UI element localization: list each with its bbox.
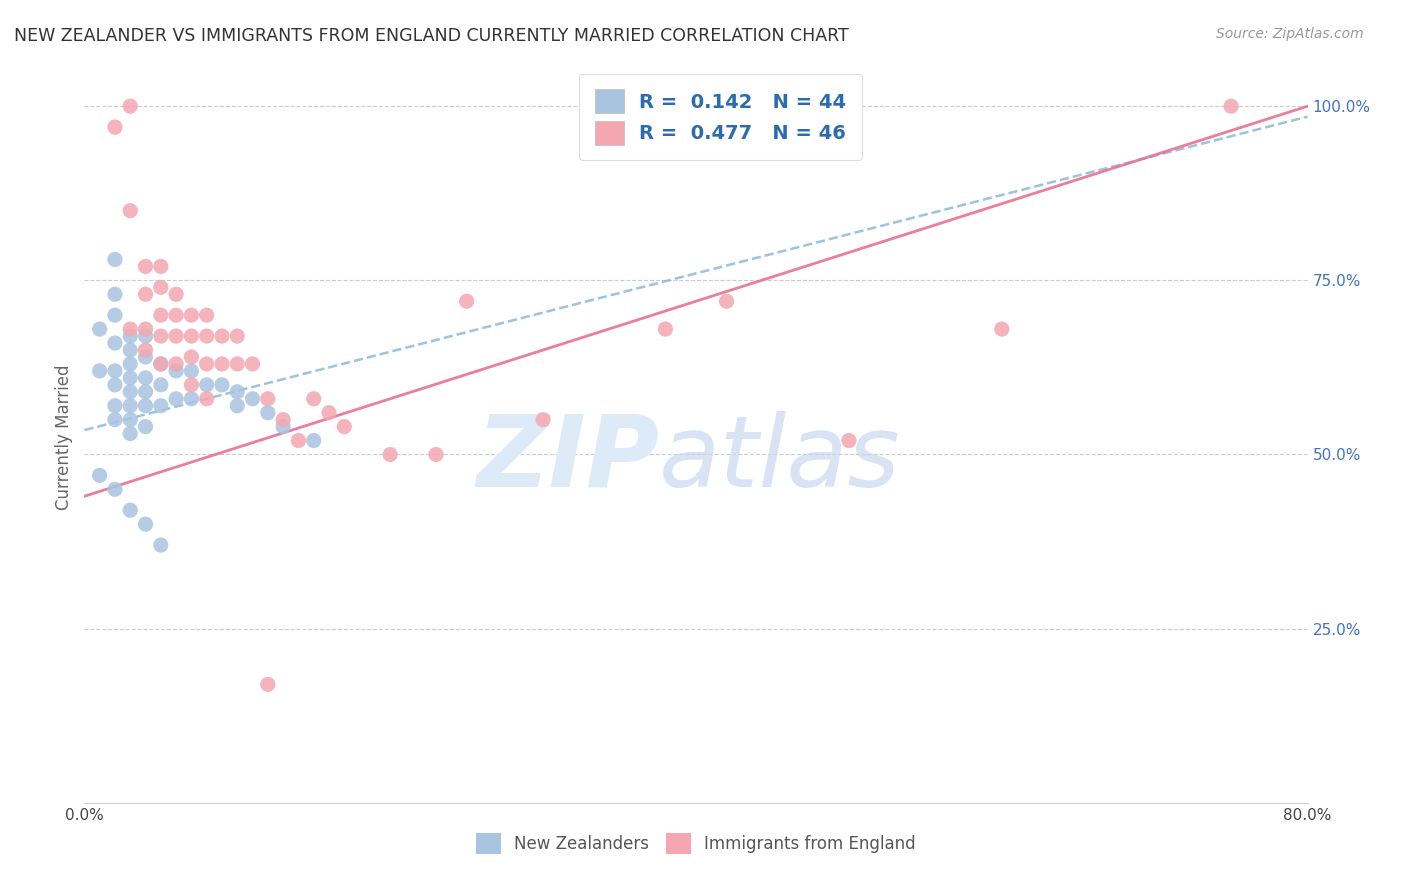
- Point: [716, 294, 738, 309]
- Point: [195, 329, 218, 343]
- Point: [149, 308, 172, 322]
- Y-axis label: Currently Married: Currently Married: [55, 364, 73, 510]
- Point: [135, 399, 157, 413]
- Point: [135, 343, 157, 357]
- Point: [135, 371, 157, 385]
- Text: Source: ZipAtlas.com: Source: ZipAtlas.com: [1216, 27, 1364, 41]
- Point: [165, 392, 187, 406]
- Point: [120, 384, 142, 399]
- Text: ZIP: ZIP: [477, 410, 659, 508]
- Point: [120, 399, 142, 413]
- Point: [149, 357, 172, 371]
- Point: [120, 412, 142, 426]
- Point: [195, 357, 218, 371]
- Point: [242, 357, 264, 371]
- Legend: New Zealanders, Immigrants from England: New Zealanders, Immigrants from England: [470, 827, 922, 860]
- Point: [120, 357, 142, 371]
- Point: [135, 419, 157, 434]
- Point: [104, 287, 127, 301]
- Point: [135, 322, 157, 336]
- Point: [257, 392, 280, 406]
- Point: [149, 399, 172, 413]
- Point: [991, 322, 1014, 336]
- Point: [456, 294, 478, 309]
- Point: [302, 434, 325, 448]
- Point: [180, 377, 202, 392]
- Point: [104, 120, 127, 134]
- Point: [180, 308, 202, 322]
- Point: [211, 357, 233, 371]
- Point: [120, 329, 142, 343]
- Point: [226, 384, 249, 399]
- Text: NEW ZEALANDER VS IMMIGRANTS FROM ENGLAND CURRENTLY MARRIED CORRELATION CHART: NEW ZEALANDER VS IMMIGRANTS FROM ENGLAND…: [14, 27, 849, 45]
- Point: [104, 336, 127, 351]
- Point: [165, 308, 187, 322]
- Point: [135, 260, 157, 274]
- Point: [242, 392, 264, 406]
- Point: [287, 434, 309, 448]
- Point: [104, 399, 127, 413]
- Point: [271, 419, 294, 434]
- Point: [135, 287, 157, 301]
- Point: [180, 364, 202, 378]
- Point: [180, 392, 202, 406]
- Point: [180, 350, 202, 364]
- Point: [149, 538, 172, 552]
- Point: [195, 377, 218, 392]
- Point: [195, 308, 218, 322]
- Point: [1220, 99, 1243, 113]
- Point: [302, 392, 325, 406]
- Point: [165, 287, 187, 301]
- Point: [149, 329, 172, 343]
- Point: [333, 419, 356, 434]
- Point: [195, 392, 218, 406]
- Point: [318, 406, 340, 420]
- Point: [120, 203, 142, 218]
- Point: [120, 426, 142, 441]
- Point: [89, 322, 111, 336]
- Point: [165, 357, 187, 371]
- Point: [120, 371, 142, 385]
- Point: [135, 350, 157, 364]
- Point: [149, 260, 172, 274]
- Point: [89, 468, 111, 483]
- Point: [226, 357, 249, 371]
- Point: [135, 384, 157, 399]
- Point: [104, 364, 127, 378]
- Point: [257, 406, 280, 420]
- Point: [211, 329, 233, 343]
- Point: [165, 329, 187, 343]
- Point: [149, 280, 172, 294]
- Point: [120, 99, 142, 113]
- Point: [104, 377, 127, 392]
- Point: [838, 434, 860, 448]
- Point: [135, 329, 157, 343]
- Point: [380, 448, 402, 462]
- Point: [257, 677, 280, 691]
- Point: [425, 448, 447, 462]
- Point: [135, 517, 157, 532]
- Point: [165, 364, 187, 378]
- Point: [180, 329, 202, 343]
- Point: [89, 364, 111, 378]
- Point: [104, 252, 127, 267]
- Point: [271, 412, 294, 426]
- Point: [149, 357, 172, 371]
- Point: [104, 308, 127, 322]
- Point: [120, 503, 142, 517]
- Point: [226, 399, 249, 413]
- Point: [120, 343, 142, 357]
- Point: [104, 412, 127, 426]
- Point: [211, 377, 233, 392]
- Text: atlas: atlas: [659, 410, 901, 508]
- Point: [104, 483, 127, 497]
- Point: [531, 412, 554, 426]
- Point: [226, 329, 249, 343]
- Point: [149, 377, 172, 392]
- Point: [654, 322, 676, 336]
- Point: [120, 322, 142, 336]
